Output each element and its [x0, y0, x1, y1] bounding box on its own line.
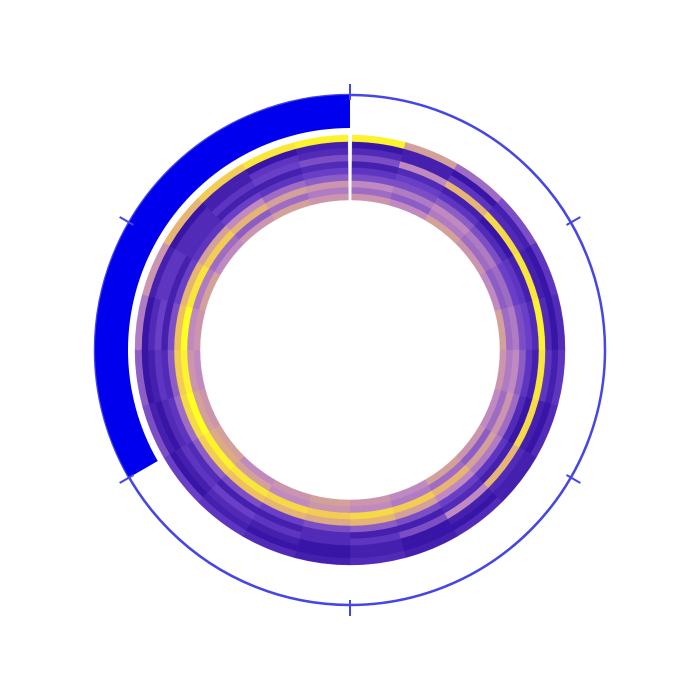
- heat-cell: [294, 134, 349, 149]
- ring-tick: [119, 216, 134, 226]
- ring-tick: [566, 216, 581, 226]
- ring-tick: [119, 474, 134, 484]
- ring-tick: [566, 474, 581, 484]
- ring-fill: [94, 95, 351, 478]
